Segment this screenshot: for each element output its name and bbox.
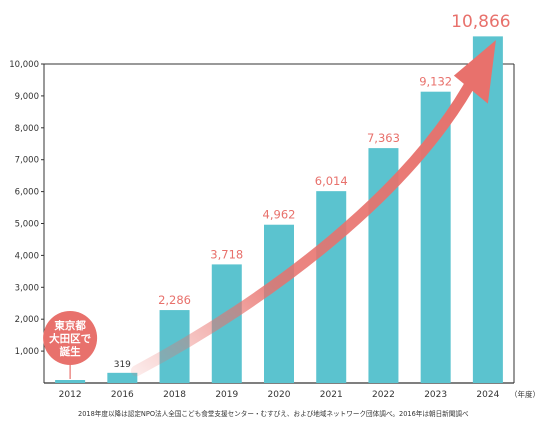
y-tick-label: 9,000: [15, 92, 39, 102]
bar-2012: [55, 380, 86, 383]
x-axis-ticks: 2012 2016 2018 2019 2020 2021 2022 2023 2024: [59, 390, 500, 400]
bar-2021: [316, 191, 347, 383]
data-label-2023: 9,132: [419, 75, 452, 89]
trend-arrow: [130, 40, 496, 377]
x-axis-unit: （年度）: [510, 389, 536, 399]
data-label-2016: 319: [114, 360, 131, 370]
bar-2020: [264, 224, 294, 383]
x-tick-label: 2016: [111, 390, 134, 400]
y-tick-label: 6,000: [15, 188, 39, 198]
bar-2016: [107, 372, 138, 383]
trend-arrow-shaft: [130, 68, 482, 377]
x-tick-label: 2021: [320, 390, 343, 400]
badge-text-line: 大田区で: [49, 332, 91, 345]
x-tick-label: 2020: [268, 390, 291, 400]
y-tick-label: 5,000: [15, 220, 39, 230]
data-label-2019: 3,718: [210, 247, 243, 261]
y-tick-label: 4,000: [15, 251, 39, 261]
data-label-2022: 7,363: [367, 131, 400, 145]
data-label-2024: 10,866: [451, 12, 510, 32]
data-label-2021: 6,014: [315, 174, 348, 188]
footnote: 2018年度以降は認定NPO法人全国こども食堂支援センター・むすびえ、および地域…: [78, 409, 469, 418]
data-label-2018: 2,286: [158, 293, 191, 307]
y-tick-label: 8,000: [15, 124, 39, 134]
x-tick-label: 2022: [372, 390, 395, 400]
y-tick-label: 10,000: [9, 60, 39, 70]
y-tick-label: 3,000: [15, 283, 39, 293]
x-tick-label: 2023: [424, 390, 447, 400]
x-tick-label: 2019: [215, 390, 238, 400]
x-tick-label: 2012: [59, 390, 82, 400]
trend-arrow-head: [453, 40, 496, 104]
y-tick-label: 2,000: [15, 315, 39, 325]
y-tick-label: 7,000: [15, 156, 39, 166]
badge-text-line: 誕生: [60, 345, 81, 358]
y-axis-ticks: 1,000 2,000 3,000 4,000 5,000 6,000 7,000 8,000…: [9, 60, 44, 357]
badge-circle: [43, 311, 98, 365]
x-tick-label: 2024: [476, 390, 499, 400]
x-tick-label: 2018: [163, 390, 186, 400]
badge-text-line: 東京都: [54, 319, 86, 332]
data-label-2020: 4,962: [263, 208, 296, 222]
data-labels: 319 2,286 3,718 4,962 6,014 7,363 9,132 10,866: [114, 12, 511, 370]
y-tick-label: 1,000: [15, 347, 39, 357]
